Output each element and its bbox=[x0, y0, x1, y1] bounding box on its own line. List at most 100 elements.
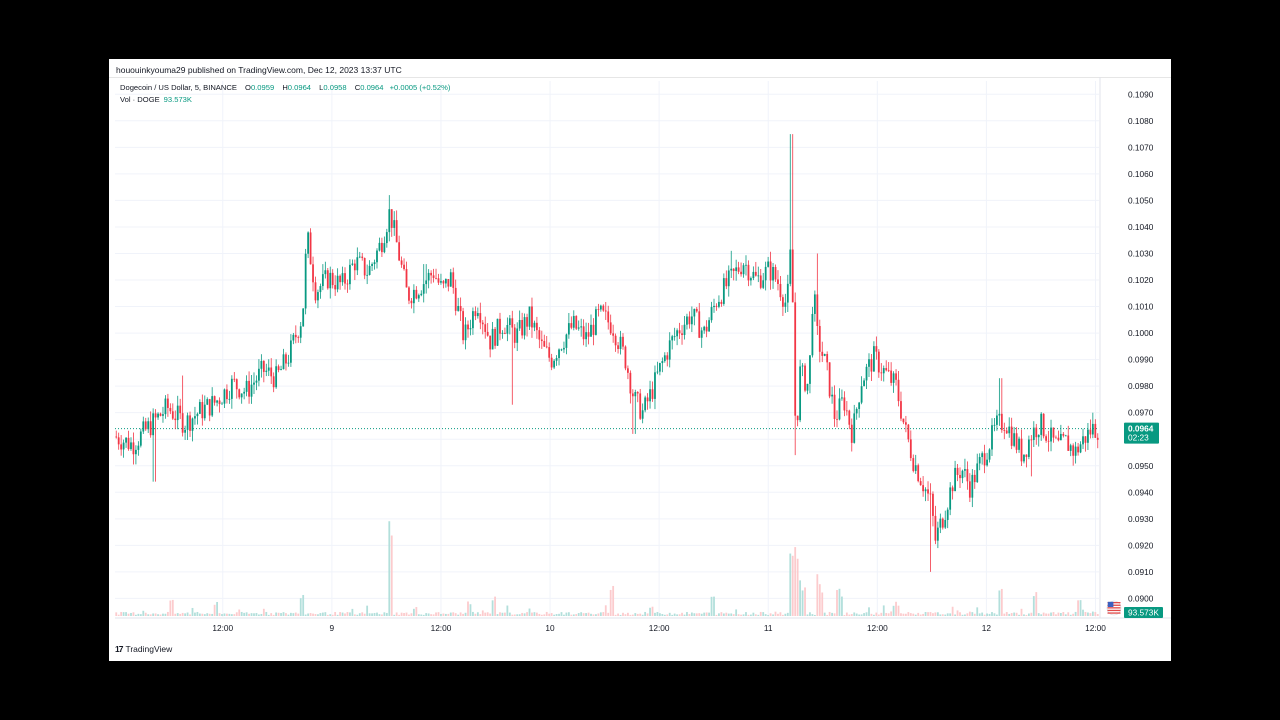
candle-body bbox=[245, 380, 248, 392]
volume-value: 93.573K bbox=[163, 95, 192, 104]
candle-body bbox=[570, 323, 573, 328]
time-tick-label: 12:00 bbox=[867, 623, 888, 633]
candle bbox=[865, 363, 868, 390]
candle-body bbox=[223, 389, 226, 404]
candle bbox=[718, 295, 720, 309]
volume-bar bbox=[754, 614, 757, 616]
candle bbox=[285, 352, 287, 371]
candle-body bbox=[164, 398, 167, 415]
candle bbox=[1003, 422, 1006, 440]
volume-bar bbox=[784, 613, 787, 616]
volume-bar bbox=[1042, 612, 1045, 616]
candle bbox=[1015, 427, 1018, 454]
candle bbox=[813, 290, 816, 322]
candle bbox=[683, 315, 686, 340]
volume-bar bbox=[663, 614, 666, 616]
volume-bar bbox=[437, 612, 440, 616]
volume-bar bbox=[159, 614, 162, 616]
volume-bar bbox=[260, 613, 263, 616]
time-axis[interactable]: 12:00 9 12:00 10 12:00 11 12:00 12 12:00 bbox=[212, 623, 1106, 633]
candle bbox=[873, 341, 875, 372]
candle-body bbox=[1087, 429, 1089, 443]
candle-body bbox=[400, 260, 403, 265]
volume-bar bbox=[353, 614, 356, 616]
candle-body bbox=[1084, 436, 1087, 443]
price-axis[interactable]: 0.1090 0.1080 0.1070 0.1060 0.1050 0.1040 0.10… bbox=[1128, 89, 1154, 603]
candle-body bbox=[321, 274, 324, 287]
candle-body bbox=[115, 436, 118, 438]
price-tick-label: 0.1080 bbox=[1128, 116, 1154, 126]
candle bbox=[277, 364, 280, 373]
price-tick-label: 0.0920 bbox=[1128, 540, 1154, 550]
volume-bar bbox=[693, 613, 696, 616]
candlestick-chart[interactable]: 0.1090 0.1080 0.1070 0.1060 0.1050 0.1040 0.10… bbox=[109, 59, 1171, 661]
candle bbox=[602, 304, 605, 312]
candle bbox=[801, 363, 804, 377]
volume-bar bbox=[617, 613, 619, 616]
volume-bar bbox=[417, 614, 420, 616]
volume-bar bbox=[371, 613, 373, 616]
volume-bar bbox=[341, 612, 344, 616]
candle bbox=[1089, 419, 1092, 439]
candle-body bbox=[393, 220, 396, 228]
candle bbox=[641, 403, 644, 424]
candle-body bbox=[1052, 427, 1055, 438]
tradingview-footer[interactable]: 17 TradingView bbox=[115, 644, 172, 654]
candle bbox=[1082, 428, 1084, 449]
candle bbox=[447, 279, 450, 292]
candle-body bbox=[671, 336, 674, 341]
candle bbox=[1027, 435, 1030, 460]
candle bbox=[139, 428, 142, 448]
volume-bar bbox=[440, 613, 442, 616]
candle bbox=[676, 328, 679, 346]
volume-legend[interactable]: Vol · DOGE 93.573K bbox=[120, 95, 192, 104]
volume-bar bbox=[125, 612, 127, 616]
candle-body bbox=[260, 360, 263, 369]
candle-body bbox=[1035, 427, 1038, 438]
candle bbox=[238, 388, 241, 400]
time-tick-label: 12:00 bbox=[431, 623, 452, 633]
volume-bar bbox=[218, 613, 221, 616]
volume-bar bbox=[176, 613, 179, 616]
candle-body bbox=[752, 271, 755, 279]
volume-bar bbox=[238, 609, 241, 616]
high-value: 0.0964 bbox=[287, 83, 312, 92]
candle bbox=[595, 306, 597, 336]
candle bbox=[491, 321, 494, 350]
volume-bar bbox=[228, 613, 231, 616]
candle-body bbox=[582, 326, 585, 340]
volume-bar bbox=[213, 604, 216, 616]
candle-body bbox=[523, 317, 526, 336]
candle-body bbox=[961, 470, 964, 479]
candle-body bbox=[1072, 445, 1075, 456]
candle-body bbox=[211, 396, 214, 416]
candle bbox=[206, 397, 209, 406]
volume-bar bbox=[944, 614, 947, 616]
candle bbox=[516, 322, 519, 352]
candle bbox=[887, 362, 890, 373]
candle bbox=[951, 485, 954, 500]
candle-body bbox=[631, 393, 634, 397]
volume-bar bbox=[201, 613, 204, 616]
volume-bar bbox=[476, 612, 479, 616]
candle bbox=[1077, 442, 1079, 456]
candle-body bbox=[838, 398, 841, 420]
candle-body bbox=[304, 253, 307, 309]
candle bbox=[420, 290, 423, 297]
candle bbox=[681, 325, 683, 345]
volume-bar bbox=[1025, 614, 1028, 616]
candle bbox=[607, 305, 610, 330]
symbol-legend[interactable]: Dogecoin / US Dollar, 5, BINANCE O0.0959… bbox=[120, 83, 450, 92]
last-price-badge bbox=[1124, 422, 1159, 444]
volume-bar bbox=[398, 614, 401, 616]
candle-body bbox=[430, 272, 433, 276]
volume-bar bbox=[1062, 612, 1065, 616]
candle bbox=[772, 262, 774, 289]
volume-bar bbox=[934, 612, 937, 616]
volume-bar bbox=[189, 614, 191, 616]
volume-bar bbox=[676, 614, 679, 616]
volume-bar bbox=[956, 610, 959, 616]
candle bbox=[624, 345, 627, 371]
time-tick-label: 11 bbox=[764, 623, 773, 633]
candle bbox=[764, 261, 767, 291]
